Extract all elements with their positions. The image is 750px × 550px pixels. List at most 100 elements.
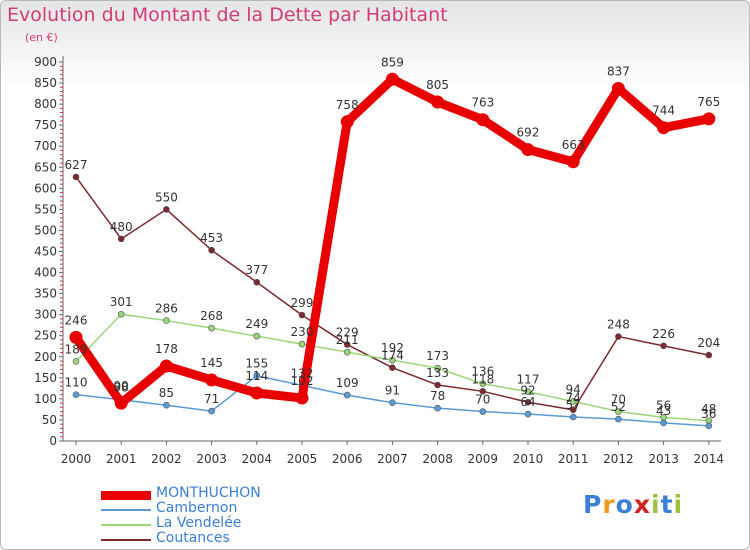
point-coutances-2005: [298, 311, 306, 319]
point-monthuchon-2014: [702, 112, 716, 126]
data-label-monthuchon-2010: 692: [517, 126, 540, 140]
y-tick-label-250: 250: [34, 329, 57, 343]
y-tick-label-350: 350: [34, 287, 57, 301]
data-label-coutances-2008: 133: [426, 366, 449, 380]
point-la-vendelee-2003: [208, 324, 215, 332]
point-cambernon-2011: [569, 413, 577, 421]
data-label-coutances-2004: 377: [245, 263, 268, 277]
data-label-la-vendelee-2009: 136: [471, 365, 494, 379]
data-label-cambernon-2012: 52: [611, 400, 626, 414]
x-tick-label-2000: 2000: [61, 452, 92, 466]
y-tick-label-600: 600: [34, 181, 57, 195]
data-label-cambernon-2004: 155: [245, 357, 268, 371]
data-label-coutances-2010: 92: [520, 383, 535, 397]
data-label-monthuchon-2004: 114: [245, 369, 268, 383]
point-cambernon-2013: [660, 419, 667, 427]
x-tick-label-2009: 2009: [468, 452, 499, 466]
data-label-monthuchon-2009: 763: [471, 96, 494, 110]
point-la-vendelee-2009: [479, 380, 487, 388]
data-label-la-vendelee-2008: 173: [426, 349, 449, 363]
point-coutances-2000: [72, 173, 80, 181]
legend-label-coutances: Coutances: [156, 530, 230, 546]
y-tick-label-150: 150: [34, 371, 57, 385]
chart-title: Evolution du Montant de la Dette par Hab…: [7, 4, 448, 26]
point-monthuchon-2009: [476, 113, 490, 127]
data-label-coutances-2013: 226: [652, 327, 675, 341]
x-tick-label-2005: 2005: [287, 452, 318, 466]
legend-item-coutances[interactable]: Coutances: [101, 530, 321, 547]
y-tick-label-450: 450: [34, 245, 57, 259]
data-label-monthuchon-2007: 859: [381, 55, 404, 69]
data-label-la-vendelee-2003: 268: [200, 309, 223, 323]
y-tick-label-100: 100: [34, 392, 57, 406]
data-label-coutances-2006: 229: [336, 326, 359, 340]
point-monthuchon-2005: [295, 391, 309, 405]
point-monthuchon-2011: [566, 155, 580, 169]
data-label-monthuchon-2013: 744: [652, 104, 675, 118]
point-la-vendelee-2011: [569, 398, 577, 405]
data-label-monthuchon-2014: 765: [697, 95, 720, 109]
x-tick-label-2013: 2013: [648, 452, 679, 466]
x-tick-label-2004: 2004: [242, 452, 273, 466]
data-label-coutances-2001: 480: [110, 220, 133, 234]
x-tick-label-2008: 2008: [422, 452, 453, 466]
data-label-cambernon-2010: 64: [520, 395, 535, 409]
point-cambernon-2014: [705, 422, 713, 430]
data-label-la-vendelee-2007: 192: [381, 341, 404, 355]
data-label-monthuchon-2003: 145: [200, 356, 223, 370]
data-label-coutances-2005: 299: [291, 296, 314, 310]
point-monthuchon-2010: [521, 143, 535, 157]
x-tick-label-2010: 2010: [513, 452, 544, 466]
data-label-coutances-2007: 174: [381, 349, 404, 363]
point-la-vendelee-2007: [389, 356, 396, 364]
logo-letter-6: i: [673, 490, 684, 519]
logo-letter-4: i: [651, 490, 661, 519]
point-la-vendelee-2004: [253, 332, 261, 340]
point-la-vendelee-2002: [163, 317, 170, 324]
legend-swatch-la-vendelee: [101, 523, 151, 526]
legend-item-la-vendelee[interactable]: La Vendelée: [101, 515, 321, 532]
point-coutances-2003: [208, 246, 215, 254]
y-tick-label-400: 400: [34, 266, 57, 280]
data-label-cambernon-2014: 36: [701, 407, 716, 421]
logo-letter-5: t: [660, 490, 674, 519]
point-monthuchon-2004: [250, 386, 264, 400]
x-tick-label-2002: 2002: [151, 452, 182, 466]
data-label-la-vendelee-2010: 117: [517, 373, 540, 387]
legend-item-monthuchon[interactable]: MONTHUCHON: [101, 486, 321, 502]
data-label-coutances-2011: 74: [566, 391, 581, 405]
x-tick-label-2007: 2007: [377, 452, 408, 466]
data-label-cambernon-2007: 91: [385, 384, 400, 398]
data-label-cambernon-2003: 71: [204, 392, 219, 406]
x-tick-label-2003: 2003: [196, 452, 227, 466]
point-cambernon-2007: [389, 399, 396, 406]
logo-letter-0: P: [583, 490, 603, 519]
y-tick-label-0: 0: [49, 434, 57, 448]
data-label-coutances-2012: 248: [607, 318, 630, 332]
point-coutances-2007: [389, 364, 396, 372]
point-monthuchon-2007: [385, 72, 399, 86]
data-label-cambernon-2013: 43: [656, 404, 671, 418]
proxiti-logo[interactable]: Proxiti: [583, 490, 683, 519]
y-tick-label-650: 650: [34, 160, 57, 174]
data-label-cambernon-2000: 110: [65, 376, 88, 390]
data-label-coutances-2009: 118: [471, 372, 494, 386]
data-label-la-vendelee-2004: 249: [245, 317, 268, 331]
point-coutances-2011: [569, 406, 577, 414]
legend-item-cambernon[interactable]: Cambernon: [101, 501, 321, 517]
point-coutances-2010: [524, 398, 532, 406]
point-cambernon-2008: [434, 404, 441, 412]
logo-letter-1: r: [602, 490, 616, 519]
point-coutances-2006: [343, 341, 351, 348]
point-monthuchon-2012: [611, 82, 625, 96]
point-monthuchon-2013: [657, 121, 671, 135]
point-monthuchon-2000: [69, 330, 83, 344]
point-cambernon-2000: [72, 391, 80, 398]
point-coutances-2002: [163, 206, 170, 213]
y-tick-label-850: 850: [34, 76, 57, 90]
point-coutances-2009: [479, 388, 487, 395]
data-label-cambernon-2006: 109: [336, 376, 359, 390]
legend-label-la-vendelee: La Vendelée: [156, 515, 242, 531]
